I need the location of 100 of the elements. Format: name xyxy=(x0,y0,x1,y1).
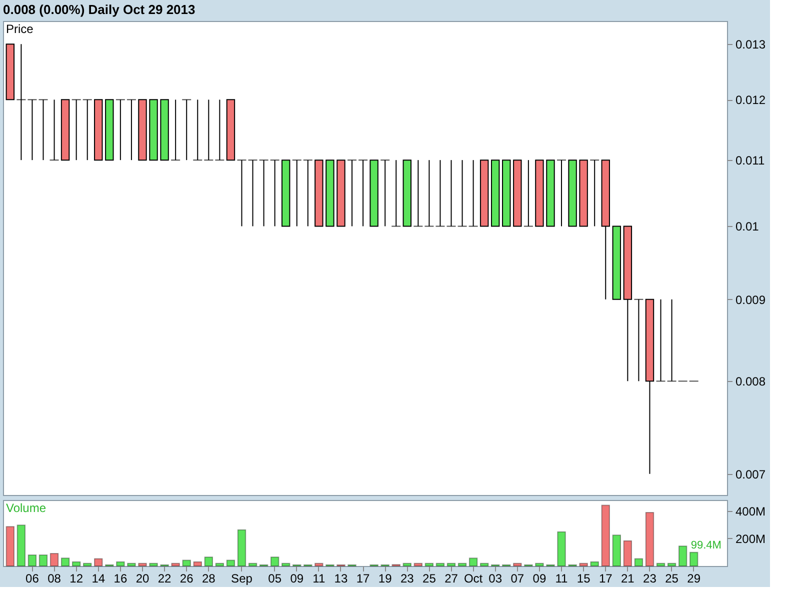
candlestick xyxy=(215,99,224,161)
bar xyxy=(458,562,467,566)
bar xyxy=(171,562,180,566)
candlestick xyxy=(171,99,180,161)
candlestick xyxy=(424,160,434,227)
bar xyxy=(226,560,236,566)
x-tick-label: Oct xyxy=(464,572,484,586)
x-tick-label: 22 xyxy=(158,572,172,586)
x-tick-label: 20 xyxy=(136,572,150,586)
x-tick-label: 17 xyxy=(356,572,370,586)
candlestick xyxy=(16,44,26,161)
x-tick-label: 09 xyxy=(532,572,546,586)
x-tick-label: 16 xyxy=(114,572,128,586)
data-label: 99.4M xyxy=(690,539,722,552)
bar xyxy=(28,554,37,566)
bar xyxy=(601,504,610,566)
candlestick xyxy=(557,160,566,227)
bar xyxy=(149,562,158,566)
x-tick-label: 25 xyxy=(422,572,436,586)
x-tick-label: 03 xyxy=(488,572,502,586)
bar xyxy=(590,561,599,566)
candlestick xyxy=(446,160,456,227)
bar xyxy=(513,562,522,566)
candlestick xyxy=(392,160,401,227)
bar xyxy=(215,562,224,566)
candlestick xyxy=(259,160,268,227)
bar xyxy=(424,562,434,566)
x-tick-label: 19 xyxy=(378,572,392,586)
bar xyxy=(314,562,324,566)
y-tick-label: 0.008 xyxy=(736,374,766,389)
candlestick xyxy=(303,160,312,227)
bar xyxy=(281,562,290,566)
candlestick xyxy=(468,160,478,227)
candlestick xyxy=(436,160,445,227)
candlestick xyxy=(126,99,136,161)
y-tick-label: 0.011 xyxy=(736,154,765,168)
x-tick-label: 07 xyxy=(510,572,524,586)
y-axis-title: Price xyxy=(6,22,34,36)
bar xyxy=(678,546,688,566)
bar xyxy=(6,526,15,566)
x-tick-label: 13 xyxy=(334,572,348,586)
chart-title: 0.008 (0.00%) Daily Oct 29 2013 xyxy=(3,2,196,17)
candlestick xyxy=(656,298,666,382)
x-tick-label: 26 xyxy=(180,572,194,586)
candlestick xyxy=(458,160,467,227)
bar xyxy=(579,562,588,566)
bar xyxy=(535,562,544,566)
candlestick xyxy=(237,160,246,227)
x-tick-label: 27 xyxy=(444,572,458,586)
bar xyxy=(623,540,632,566)
y-tick-label: 0.01 xyxy=(736,220,760,234)
x-tick-label: 28 xyxy=(202,572,216,586)
bar xyxy=(414,562,423,566)
bar xyxy=(402,562,412,566)
candlestick xyxy=(380,160,390,227)
x-tick-label: 06 xyxy=(26,572,40,586)
bar xyxy=(50,552,59,566)
x-tick-label: 25 xyxy=(665,572,679,586)
x-tick-label: 21 xyxy=(620,572,635,586)
bar xyxy=(480,562,489,566)
bar xyxy=(82,562,92,566)
bar xyxy=(138,562,147,566)
x-tick-label: 12 xyxy=(70,572,84,586)
bar xyxy=(94,558,103,566)
bar xyxy=(468,558,478,566)
bar xyxy=(38,554,48,566)
candlestick xyxy=(590,160,600,227)
y-tick-label: 0.009 xyxy=(736,292,766,307)
y-tick-label: 400M xyxy=(736,504,766,518)
bar xyxy=(237,529,246,566)
bar xyxy=(116,561,125,566)
candlestick xyxy=(50,99,59,161)
candlestick xyxy=(182,99,192,161)
x-tick-label: 08 xyxy=(48,572,62,586)
y-tick-label: 0.007 xyxy=(736,467,766,482)
y-tick-label: 200M xyxy=(736,532,766,546)
candlestick xyxy=(28,99,37,161)
x-tick-label: 11 xyxy=(555,572,568,586)
bar xyxy=(446,562,456,566)
candlestick xyxy=(270,160,280,227)
x-tick-label: 29 xyxy=(687,572,701,586)
candlestick xyxy=(667,298,676,382)
bar xyxy=(656,562,666,566)
bar xyxy=(436,562,445,566)
x-tick-label: 11 xyxy=(312,572,326,586)
x-tick-label: 23 xyxy=(400,572,414,586)
candlestick xyxy=(204,99,214,161)
x-tick-label: 15 xyxy=(576,572,591,586)
y-tick-label: 0.013 xyxy=(736,38,766,52)
candlestick xyxy=(348,160,356,227)
candlestick xyxy=(116,99,125,161)
bar xyxy=(557,531,566,566)
candlestick xyxy=(414,160,423,227)
candlestick xyxy=(358,160,368,227)
bar xyxy=(182,560,191,566)
x-tick-label: 23 xyxy=(643,572,657,586)
bar xyxy=(204,556,214,566)
candlestick xyxy=(248,160,258,227)
candlestick xyxy=(38,99,48,161)
candlestick xyxy=(82,99,92,161)
